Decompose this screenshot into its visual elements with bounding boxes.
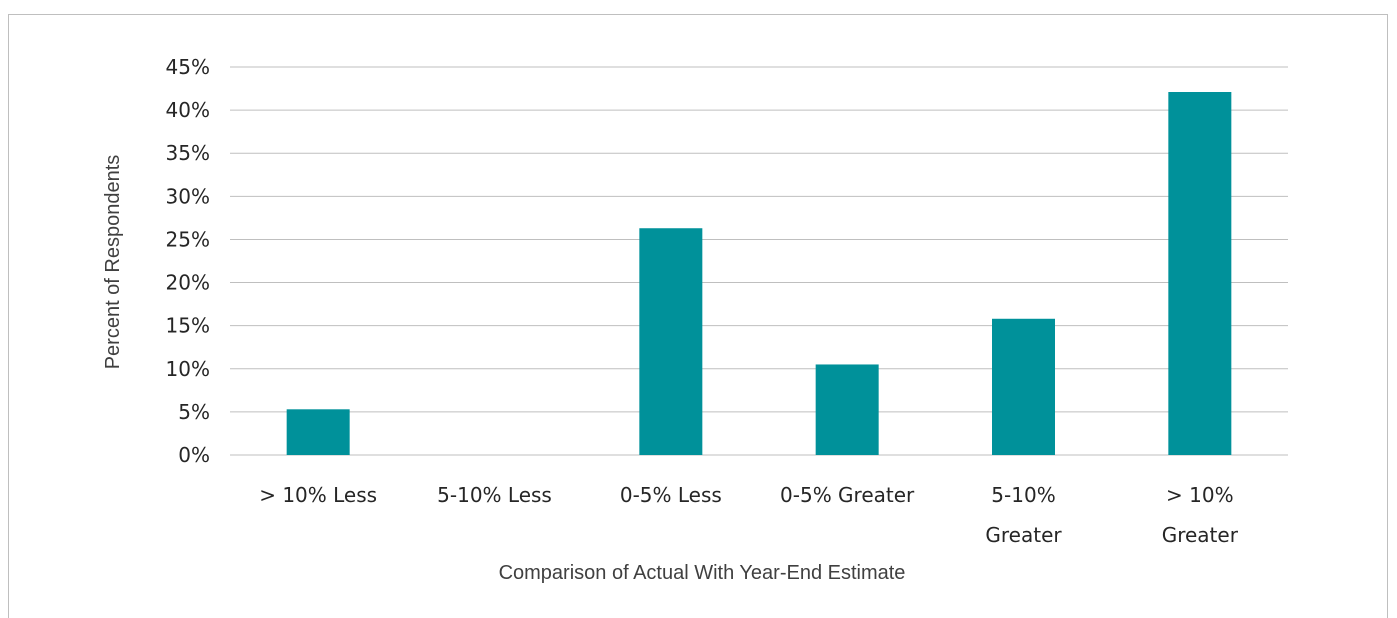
y-tick-label: 45%	[166, 55, 210, 79]
x-category-label: 5-10%	[991, 483, 1055, 507]
gridlines	[230, 66, 1288, 456]
y-tick-label: 25%	[166, 227, 210, 251]
bar	[815, 364, 879, 455]
y-axis-ticks: 0% 5% 10% 15% 20% 25% 30% 35% 40% 45%	[166, 55, 210, 467]
y-tick-label: 0%	[178, 443, 210, 467]
x-axis-category-labels: > 10% Less 5-10% Less 0-5% Less 0-5% Greate…	[259, 483, 1238, 547]
x-category-label: > 10% Less	[259, 483, 377, 507]
x-category-label: > 10%	[1166, 483, 1234, 507]
y-tick-label: 10%	[166, 357, 210, 381]
y-axis-title: Percent of Respondents	[102, 155, 124, 370]
y-tick-label: 35%	[166, 141, 210, 165]
x-category-label: 5-10% Less	[437, 483, 552, 507]
bar	[1168, 92, 1232, 455]
y-tick-label: 15%	[166, 314, 210, 338]
x-axis-title: Comparison of Actual With Year-End Estim…	[499, 562, 906, 584]
x-category-label: 0-5% Greater	[780, 483, 915, 507]
x-category-label: Greater	[985, 523, 1062, 547]
y-tick-label: 5%	[178, 400, 210, 424]
x-category-label: Greater	[1162, 523, 1239, 547]
bar	[992, 318, 1055, 455]
bar	[639, 228, 703, 455]
chart-frame	[8, 14, 1388, 618]
bar	[286, 409, 350, 455]
bars	[286, 92, 1232, 455]
y-tick-label: 40%	[166, 98, 210, 122]
y-tick-label: 30%	[166, 184, 210, 208]
x-category-label: 0-5% Less	[620, 483, 722, 507]
y-tick-label: 20%	[166, 271, 210, 295]
